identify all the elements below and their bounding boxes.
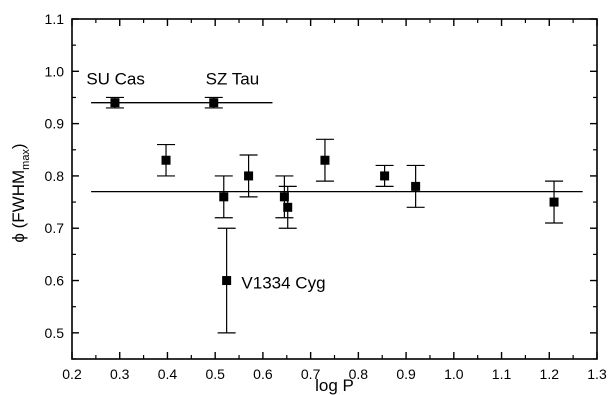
data-point <box>161 155 171 165</box>
x-tick-label: 1.2 <box>540 366 560 382</box>
x-axis: 0.2 0.3 0.4 0.5 0.6 0.7 0.8 0.9 1.0 1.1 1.2 1.3 <box>62 19 607 382</box>
annotations: SU Cas SZ Tau V1334 Cyg <box>86 69 325 292</box>
plot-frame <box>71 18 598 360</box>
y-tick-label: 0.6 <box>45 273 65 289</box>
x-tick-label: 0.9 <box>396 366 416 382</box>
y-axis-label: ϕ (FWHMmax) <box>9 143 32 242</box>
x-tick-label: 1.1 <box>492 366 512 382</box>
x-tick-label: 0.2 <box>62 366 82 382</box>
y-tick-label: 1.1 <box>45 11 65 27</box>
x-tick-label: 0.4 <box>158 366 178 382</box>
data-point <box>219 192 229 202</box>
y-axis-label-main: ϕ (FWHM <box>9 170 28 243</box>
x-tick-label: 0.5 <box>205 366 225 382</box>
point-annotation: V1334 Cyg <box>241 273 325 292</box>
x-tick-label: 0.6 <box>253 366 273 382</box>
data-point <box>283 202 293 212</box>
data-point <box>320 155 330 165</box>
x-tick-label: 1.0 <box>444 366 464 382</box>
data-point <box>244 171 254 181</box>
x-tick-label: 0.8 <box>349 366 369 382</box>
x-tick-label: 1.3 <box>587 366 607 382</box>
y-tick-label: 0.9 <box>45 116 65 132</box>
y-axis-label-end: ) <box>9 143 28 149</box>
data-point <box>209 98 219 108</box>
data-point <box>380 171 390 181</box>
y-tick-label: 0.8 <box>45 168 65 184</box>
y-tick-label: 0.5 <box>45 325 65 341</box>
data-point <box>222 276 232 286</box>
data-point <box>411 181 421 191</box>
y-tick-label: 0.7 <box>45 220 65 236</box>
data-point <box>549 197 559 207</box>
data-point <box>110 98 120 108</box>
x-tick-label: 0.3 <box>110 366 130 382</box>
point-annotation: SZ Tau <box>206 69 260 88</box>
y-tick-label: 1.0 <box>45 63 65 79</box>
point-annotation: SU Cas <box>86 69 145 88</box>
chart-marks <box>91 96 583 334</box>
y-axis-label-subscript: max <box>20 149 32 170</box>
x-tick-label: 0.7 <box>301 366 321 382</box>
x-axis-label: log P <box>315 376 354 395</box>
y-axis: 0.5 0.6 0.7 0.8 0.9 1.0 1.1 <box>45 11 597 360</box>
data-point <box>279 192 289 202</box>
